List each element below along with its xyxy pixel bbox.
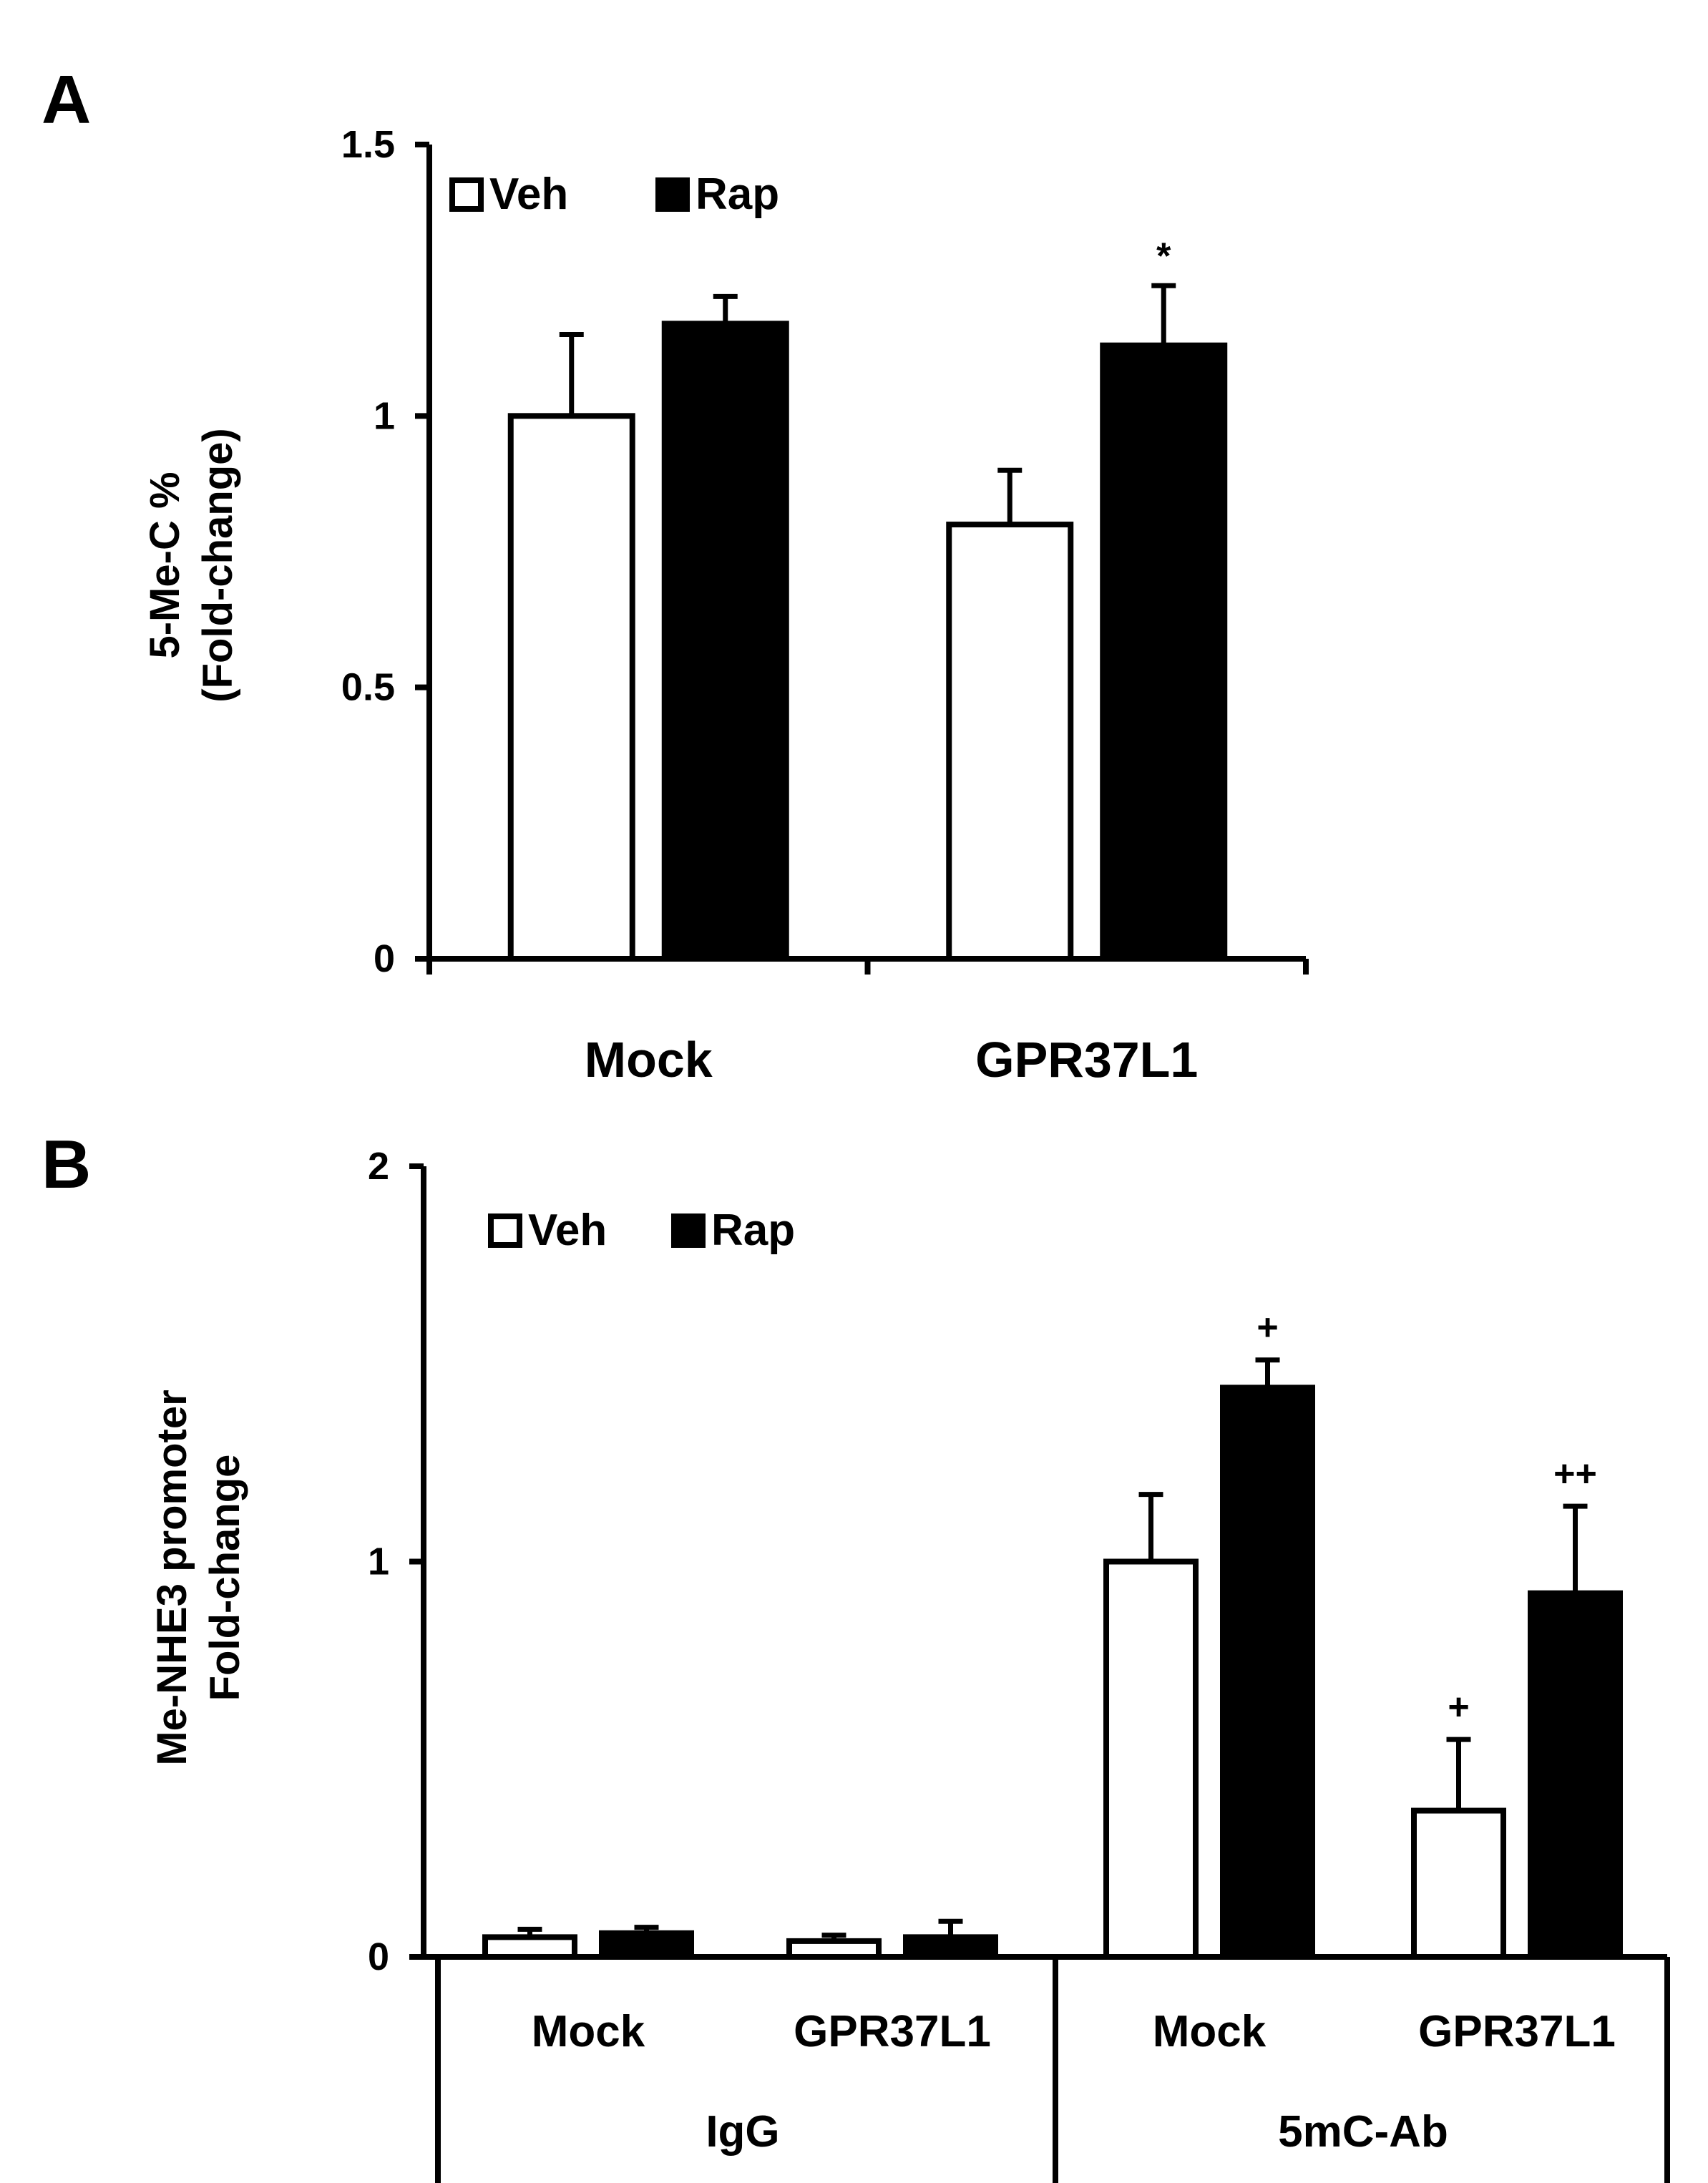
panel-b-rap-2-bar [1220,1384,1315,1960]
panel-a-y-tick-label: 0.5 [341,666,395,709]
panel-b-legend-swatch-rap [671,1213,706,1248]
panel-a-category-label: Mock [585,1032,713,1088]
panel-b-significance-mark: + [1256,1307,1278,1349]
panel-a-y-label-line-1: 5-Me-C % [142,472,188,658]
panel-b-legend-label: Veh [528,1206,607,1255]
panel-a-y-tick-label: 0 [374,937,395,980]
panel-b-veh-1-bar [786,1938,882,1960]
panel-a-veh-0-bar [507,413,635,962]
panel-a-legend-label: Veh [489,170,568,219]
panel-b-y-tick-label: 1 [368,1540,389,1583]
panel-a-category-label: GPR37L1 [975,1032,1198,1088]
panel-b-y-label-line-1: Me-NHE3 promoter [149,1390,195,1765]
panel-b: B Me-NHE3 promoter Fold-change 012 ++++ … [42,1126,1670,2183]
panel-a-y-tick-label: 1.5 [341,123,395,166]
panel-b-legend-swatch-veh [488,1213,522,1248]
panel-b-y-axis-label: Me-NHE3 promoter Fold-change [149,1390,248,1765]
panel-a-legend-swatch-rap [655,177,690,212]
panel-b-category-label: GPR37L1 [1418,2007,1616,2056]
panel-a-y-axis-label: 5-Me-C % (Fold-change) [142,428,241,702]
panel-b-rap-3-bar [1528,1590,1623,1960]
panel-a-veh-1-bar [946,522,1074,962]
panel-b-y-ticks: 0 1 2 [368,1145,424,1978]
panel-a-y-tick-label: 1 [374,394,395,437]
panel-a-legend-swatch-veh [449,177,484,212]
panel-b-significance-mark: ++ [1553,1453,1597,1495]
panel-b-categories: Mock GPR37L1 Mock GPR37L1 IgG 5mC-Ab [532,2007,1616,2157]
panel-b-legend: Veh Rap [488,1206,795,1255]
panel-a-rap-1-bar [1100,342,1228,962]
panel-b-y-tick-label: 2 [368,1145,389,1188]
panel-b-letter: B [42,1126,91,1203]
panel-a-significance-mark: * [1156,235,1171,277]
panel-b-rap-1-bar [903,1934,998,1960]
panel-b-group-label: IgG [706,2107,779,2157]
panel-b-y-tick-label: 0 [368,1935,389,1978]
panel-b-significance-mark: + [1448,1686,1469,1728]
panel-b-veh-0-bar [482,1934,577,1960]
panel-a-y-label-line-2: (Fold-change) [195,428,241,702]
panel-a-rap-0-bar [661,321,789,962]
panel-b-bars: ++++ [482,1307,1623,1960]
panel-b-group-label: 5mC-Ab [1278,2107,1448,2157]
panel-b-y-label-line-2: Fold-change [202,1455,248,1701]
panel-a-letter: A [42,62,91,138]
panel-b-rap-0-bar [599,1930,694,1960]
panel-b-category-label: GPR37L1 [794,2007,991,2056]
panel-b-category-label: Mock [1153,2007,1267,2056]
panel-b-legend-label: Rap [711,1206,795,1255]
panel-a-legend-label: Rap [696,170,779,219]
panel-b-category-label: Mock [532,2007,645,2056]
panel-a-legend: Veh Rap [449,170,779,219]
panel-a-y-ticks: 0 0.5 1 1.5 [341,123,429,980]
panel-a-categories: Mock GPR37L1 [585,1032,1199,1088]
panel-b-veh-2-bar [1103,1558,1199,1960]
panel-b-veh-3-bar [1411,1807,1506,1960]
panel-a-bars: * [507,235,1228,962]
panel-a: A 5-Me-C % (Fold-change) 0 0.5 1 1.5 * Mock… [42,62,1309,1088]
